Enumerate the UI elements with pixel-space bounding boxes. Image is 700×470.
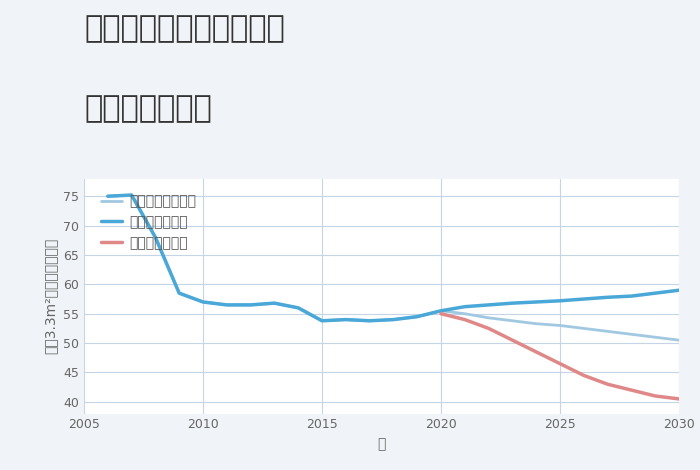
バッドシナリオ: [437, 311, 445, 317]
バッドシナリオ: [508, 337, 517, 343]
ノーマルシナリオ: [270, 300, 279, 306]
ノーマルシナリオ: [342, 317, 350, 322]
Line: ノーマルシナリオ: ノーマルシナリオ: [108, 195, 679, 340]
グッドシナリオ: [246, 302, 255, 308]
グッドシナリオ: [580, 296, 588, 302]
Line: バッドシナリオ: バッドシナリオ: [441, 314, 679, 399]
ノーマルシナリオ: [199, 299, 207, 305]
グッドシナリオ: [294, 305, 302, 311]
ノーマルシナリオ: [413, 314, 421, 320]
グッドシナリオ: [342, 317, 350, 322]
グッドシナリオ: [437, 308, 445, 313]
ノーマルシナリオ: [651, 335, 659, 340]
バッドシナリオ: [556, 361, 564, 367]
バッドシナリオ: [603, 382, 612, 387]
グッドシナリオ: [318, 318, 326, 323]
グッドシナリオ: [532, 299, 540, 305]
グッドシナリオ: [603, 294, 612, 300]
グッドシナリオ: [127, 192, 136, 198]
Y-axis label: 坪（3.3m²）単価（万円）: 坪（3.3m²）単価（万円）: [43, 238, 57, 354]
バッドシナリオ: [484, 326, 493, 331]
バッドシナリオ: [651, 393, 659, 399]
グッドシナリオ: [556, 298, 564, 304]
Text: 奈良県奈良市半田横町の: 奈良県奈良市半田横町の: [84, 14, 285, 43]
ノーマルシナリオ: [365, 318, 374, 323]
Text: 土地の価格推移: 土地の価格推移: [84, 94, 211, 123]
ノーマルシナリオ: [294, 305, 302, 311]
ノーマルシナリオ: [461, 311, 469, 317]
グッドシナリオ: [484, 302, 493, 308]
ノーマルシナリオ: [675, 337, 683, 343]
Legend: ノーマルシナリオ, グッドシナリオ, バッドシナリオ: ノーマルシナリオ, グッドシナリオ, バッドシナリオ: [97, 190, 200, 254]
グッドシナリオ: [461, 304, 469, 309]
グッドシナリオ: [627, 293, 636, 299]
ノーマルシナリオ: [532, 321, 540, 327]
ノーマルシナリオ: [437, 308, 445, 313]
ノーマルシナリオ: [627, 331, 636, 337]
ノーマルシナリオ: [127, 192, 136, 198]
グッドシナリオ: [365, 318, 374, 323]
グッドシナリオ: [389, 317, 398, 322]
バッドシナリオ: [675, 396, 683, 402]
グッドシナリオ: [104, 194, 112, 199]
グッドシナリオ: [270, 300, 279, 306]
グッドシナリオ: [675, 287, 683, 293]
バッドシナリオ: [580, 373, 588, 378]
ノーマルシナリオ: [508, 318, 517, 323]
ノーマルシナリオ: [223, 302, 231, 308]
ノーマルシナリオ: [175, 290, 183, 296]
ノーマルシナリオ: [580, 326, 588, 331]
ノーマルシナリオ: [246, 302, 255, 308]
ノーマルシナリオ: [603, 329, 612, 334]
ノーマルシナリオ: [318, 318, 326, 323]
グッドシナリオ: [508, 300, 517, 306]
グッドシナリオ: [223, 302, 231, 308]
Line: グッドシナリオ: グッドシナリオ: [108, 195, 679, 321]
グッドシナリオ: [199, 299, 207, 305]
バッドシナリオ: [627, 387, 636, 393]
ノーマルシナリオ: [389, 317, 398, 322]
グッドシナリオ: [651, 290, 659, 296]
グッドシナリオ: [175, 290, 183, 296]
バッドシナリオ: [461, 317, 469, 322]
ノーマルシナリオ: [151, 235, 160, 240]
ノーマルシナリオ: [104, 194, 112, 199]
ノーマルシナリオ: [556, 322, 564, 328]
グッドシナリオ: [413, 314, 421, 320]
グッドシナリオ: [151, 235, 160, 240]
X-axis label: 年: 年: [377, 437, 386, 451]
ノーマルシナリオ: [484, 315, 493, 321]
バッドシナリオ: [532, 349, 540, 355]
